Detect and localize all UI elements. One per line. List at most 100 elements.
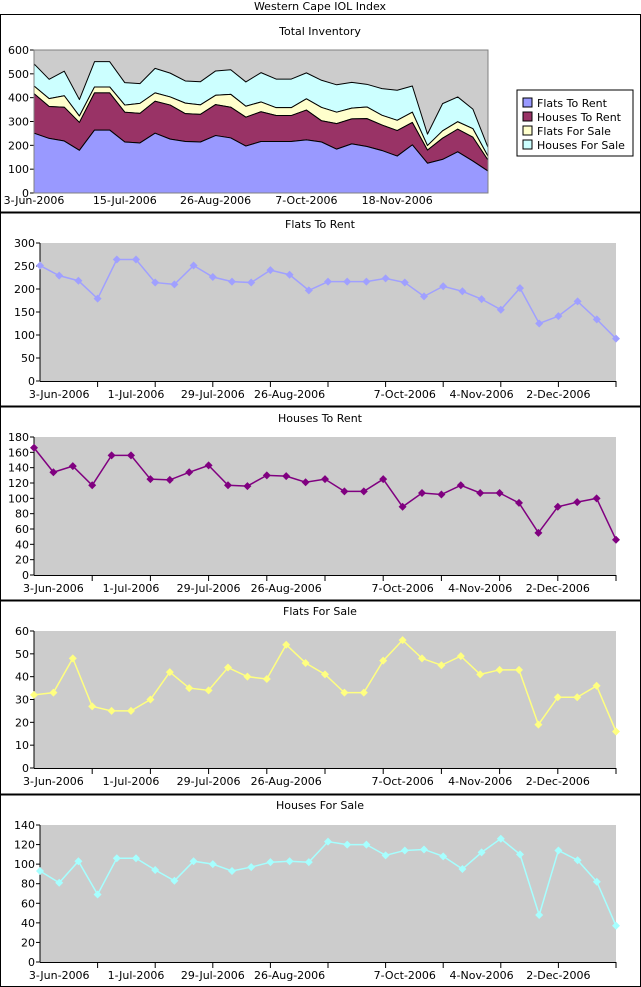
x-tick-label: 29-Jul-2006	[177, 582, 241, 595]
data-point	[439, 282, 448, 291]
data-point	[49, 688, 58, 697]
data-point	[381, 274, 390, 283]
data-point	[321, 670, 329, 679]
data-point	[88, 481, 97, 490]
data-point	[458, 865, 467, 874]
data-point	[146, 475, 155, 484]
y-tick-label: 180	[8, 431, 29, 444]
x-tick-label: 1-Jul-2006	[108, 388, 165, 401]
x-tick-label: 26-Aug-2006	[254, 388, 325, 401]
data-point	[204, 686, 213, 695]
data-point	[74, 276, 83, 285]
data-point	[204, 461, 213, 470]
y-tick-label: 30	[15, 694, 29, 707]
data-point	[262, 674, 271, 683]
data-point	[146, 695, 155, 704]
legend-label: Flats For Sale	[537, 125, 611, 138]
x-tick-label: 2-Dec-2006	[526, 388, 590, 401]
chart-houses-to-rent: Houses To Rent 0 20 40 60 80 100 120 140 160 180 3-…	[8, 412, 620, 595]
y-tick-label: 150	[14, 306, 35, 319]
data-point	[340, 487, 349, 496]
data-point	[132, 854, 140, 863]
data-point	[379, 656, 388, 665]
data-point	[456, 652, 465, 661]
data-point	[458, 287, 467, 296]
data-point	[420, 292, 428, 301]
plot-background	[40, 825, 616, 962]
data-point	[535, 319, 544, 328]
data-point	[189, 857, 198, 866]
data-point	[592, 315, 601, 324]
y-tick-label: 600	[8, 44, 29, 57]
data-point	[304, 286, 313, 295]
data-point	[496, 834, 505, 843]
x-tick-label: 4-Nov-2006	[450, 969, 514, 982]
data-point	[535, 911, 544, 920]
y-tick-label: 50	[21, 352, 35, 365]
data-point	[228, 866, 236, 875]
chart-title: Houses To Rent	[278, 412, 363, 425]
data-point	[554, 312, 563, 321]
data-point	[49, 468, 58, 477]
data-point	[285, 857, 294, 866]
data-point	[477, 295, 486, 304]
x-tick-label: 7-Oct-2006	[374, 969, 436, 982]
chart-flats-to-rent: Flats To Rent 0 50 100 150 200 250 300 3-Jun-200…	[14, 218, 620, 401]
data-point	[343, 840, 352, 849]
data-point	[476, 488, 485, 497]
data-point	[534, 528, 543, 537]
x-tick-label: 26-Aug-2006	[251, 582, 322, 595]
data-point	[418, 654, 426, 663]
data-point	[301, 658, 310, 667]
chart-title: Houses For Sale	[276, 799, 364, 812]
data-point	[456, 481, 465, 490]
data-point	[418, 488, 426, 497]
y-tick-label: 40	[15, 538, 29, 551]
data-point	[93, 890, 102, 899]
y-tick-label: 120	[14, 839, 35, 852]
legend-box	[516, 89, 634, 157]
data-point	[324, 277, 332, 286]
chart-flats-for-sale: Flats For Sale 0 10 20 30 40 50 60 3-Jun-2006 1-J…	[15, 605, 620, 788]
x-tick-label: 7-Oct-2006	[275, 194, 337, 207]
data-point	[127, 706, 135, 715]
data-point	[573, 856, 582, 865]
data-point	[151, 866, 160, 875]
data-point	[30, 443, 38, 452]
data-point	[208, 860, 217, 869]
data-point	[476, 670, 485, 679]
data-point	[228, 277, 236, 286]
y-tick-label: 80	[21, 878, 35, 891]
legend-swatch	[522, 97, 533, 108]
x-tick-label: 1-Jul-2006	[108, 969, 165, 982]
data-point	[400, 278, 409, 287]
x-tick-label: 7-Oct-2006	[374, 388, 436, 401]
data-point	[165, 668, 174, 677]
legend-label: Houses To Rent	[537, 111, 622, 124]
plot-background	[34, 437, 616, 575]
data-point	[420, 845, 428, 854]
legend-swatch	[522, 111, 533, 122]
data-point	[185, 684, 194, 693]
data-point	[247, 278, 256, 287]
y-tick-label: 10	[15, 739, 29, 752]
data-point	[224, 663, 232, 672]
data-point	[107, 706, 116, 715]
x-tick-label: 2-Dec-2006	[526, 582, 590, 595]
x-tick-label: 4-Nov-2006	[448, 582, 512, 595]
data-point	[36, 866, 44, 875]
data-point	[340, 688, 349, 697]
data-point	[534, 720, 543, 729]
y-tick-label: 60	[15, 625, 29, 638]
y-tick-label: 40	[15, 671, 29, 684]
x-tick-label: 7-Oct-2006	[371, 775, 433, 788]
x-tick-label: 26-Aug-2006	[180, 194, 251, 207]
x-tick-label: 29-Jul-2006	[181, 388, 245, 401]
x-tick-label: 26-Aug-2006	[254, 969, 325, 982]
data-point	[477, 848, 486, 857]
data-point	[437, 661, 446, 670]
x-tick-label: 7-Oct-2006	[371, 582, 433, 595]
legend-label: Houses For Sale	[537, 139, 625, 152]
data-point	[282, 472, 291, 481]
